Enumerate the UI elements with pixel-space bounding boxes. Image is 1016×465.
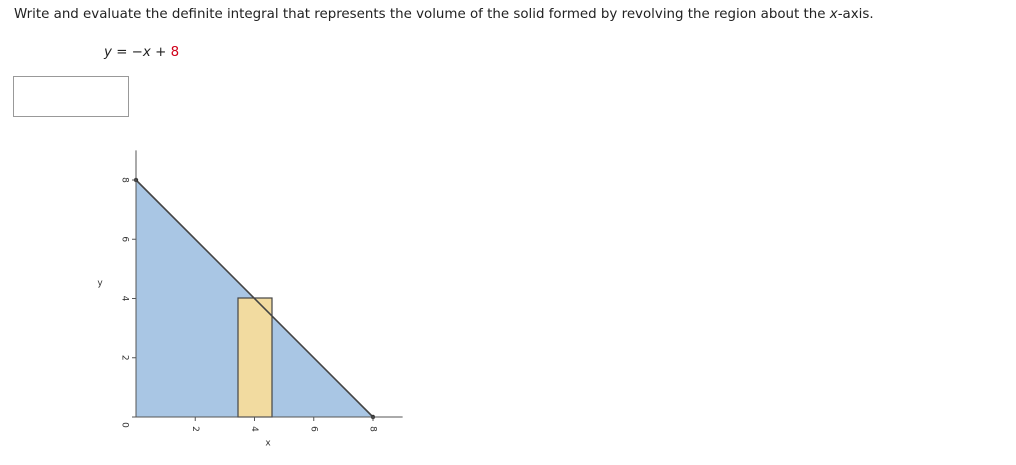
curve bbox=[135, 179, 374, 418]
axis-suffix: -axis. bbox=[837, 7, 874, 22]
y-tick-label: 8 bbox=[120, 177, 130, 183]
eq-lhs: y bbox=[104, 45, 112, 60]
x-tick-label: 4 bbox=[249, 426, 259, 432]
question: Write and evaluate the definite integral… bbox=[14, 7, 874, 22]
eq-var: x bbox=[142, 45, 151, 60]
x-tick-label: 2 bbox=[190, 426, 200, 432]
y-tick-label: 6 bbox=[120, 236, 130, 242]
eq-constant: 8 bbox=[170, 45, 180, 60]
eq-equals: = − bbox=[116, 45, 143, 60]
x-tick-label: 6 bbox=[308, 426, 318, 432]
y-tick-label: 0 bbox=[120, 422, 130, 428]
axis-var: x bbox=[829, 7, 838, 22]
x-axis-label: x bbox=[265, 439, 271, 449]
y-tick-label: 2 bbox=[120, 355, 130, 361]
answer-input[interactable] bbox=[13, 76, 129, 117]
y-tick-label: 4 bbox=[120, 296, 130, 302]
eq-op: + bbox=[155, 45, 167, 60]
question-text: Write and evaluate the definite integral… bbox=[14, 7, 830, 22]
y-axis-label: y bbox=[97, 279, 103, 289]
x-tick-label: 8 bbox=[368, 426, 378, 432]
equation: y = −x + 8 bbox=[104, 45, 179, 60]
representative-rectangle bbox=[237, 297, 273, 418]
